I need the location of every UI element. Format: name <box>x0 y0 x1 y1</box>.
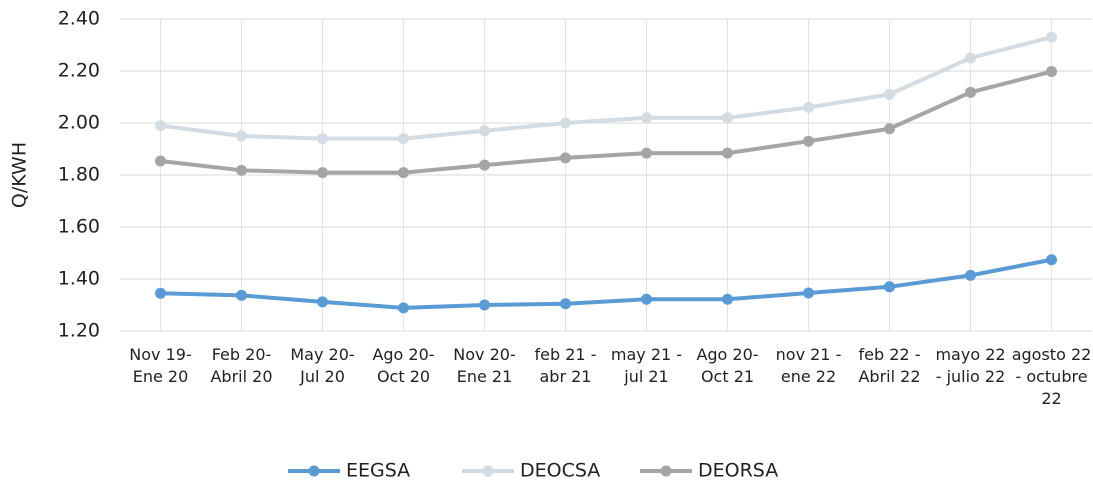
legend-label: DEORSA <box>698 460 778 482</box>
data-point <box>803 101 814 113</box>
x-tick-label: Feb 20- Abril 20 <box>210 345 273 386</box>
data-point <box>560 152 571 164</box>
legend-label: DEOCSA <box>520 460 600 482</box>
x-tick-label: nov 21 - ene 22 <box>775 345 842 386</box>
y-tick-label: 2.40 <box>58 8 100 30</box>
data-point <box>317 296 328 308</box>
legend-marker <box>660 465 672 477</box>
data-point <box>641 112 652 124</box>
data-point <box>398 167 409 179</box>
legend-label: EEGSA <box>346 460 410 482</box>
data-point <box>236 164 247 176</box>
data-point <box>641 147 652 159</box>
data-point <box>398 133 409 145</box>
data-point <box>317 133 328 145</box>
y-tick-label: 1.60 <box>58 216 100 238</box>
data-point <box>884 281 895 293</box>
data-point <box>479 159 490 171</box>
x-tick-label: May 20- Jul 20 <box>290 345 355 386</box>
data-point <box>722 293 733 305</box>
y-tick-label: 2.00 <box>58 112 100 134</box>
data-point <box>155 155 166 167</box>
x-tick-label: feb 22 - Abril 22 <box>858 345 921 386</box>
data-point <box>722 112 733 124</box>
data-point <box>560 298 571 310</box>
x-tick-label: Ago 20- Oct 20 <box>372 345 435 386</box>
data-point <box>236 289 247 301</box>
y-tick-label: 1.40 <box>58 268 100 290</box>
legend-marker <box>482 465 494 477</box>
series-line <box>160 257 1052 310</box>
y-axis-label: Q/KWH <box>9 142 31 208</box>
series-line <box>160 35 1052 141</box>
data-point <box>155 120 166 132</box>
data-point <box>1046 66 1057 78</box>
data-point <box>803 287 814 299</box>
legend-marker <box>308 465 320 477</box>
data-point <box>803 135 814 147</box>
data-point <box>1046 254 1057 266</box>
data-point <box>398 302 409 314</box>
data-point <box>1046 31 1057 43</box>
x-tick-label: mayo 22 - julio 22 <box>935 345 1006 386</box>
x-tick-label: may 21 - jul 21 <box>610 345 683 386</box>
data-point <box>479 125 490 137</box>
data-point <box>155 287 166 299</box>
data-point <box>965 86 976 98</box>
x-tick-label: Nov 20- Ene 21 <box>453 345 516 386</box>
data-point <box>884 88 895 100</box>
data-point <box>479 299 490 311</box>
data-point <box>560 117 571 129</box>
data-point <box>965 269 976 281</box>
y-tick-label: 1.20 <box>58 320 100 342</box>
data-point <box>884 123 895 135</box>
x-tick-label: Ago 20- Oct 21 <box>696 345 759 386</box>
data-point <box>641 293 652 305</box>
series-line <box>160 69 1052 175</box>
x-tick-label: feb 21 - abr 21 <box>534 345 597 386</box>
y-tick-label: 1.80 <box>58 164 100 186</box>
data-point <box>722 147 733 159</box>
data-point <box>965 52 976 64</box>
data-point <box>317 167 328 179</box>
y-tick-label: 2.20 <box>58 60 100 82</box>
data-point <box>236 130 247 142</box>
x-tick-label: Nov 19- Ene 20 <box>129 345 192 386</box>
x-tick-label: agosto 22 - octubre 22 <box>1011 345 1092 408</box>
